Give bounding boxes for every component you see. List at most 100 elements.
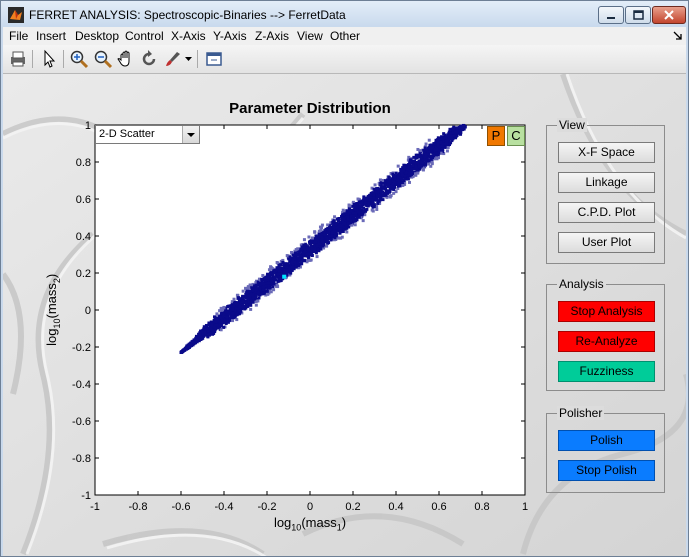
- scatter-point: [381, 181, 385, 185]
- scatter-point: [272, 271, 276, 275]
- chevron-down-icon[interactable]: [185, 57, 192, 62]
- scatter-point: [440, 144, 444, 148]
- scatter-point: [424, 153, 428, 157]
- xf-space-button[interactable]: X-F Space: [558, 142, 655, 163]
- fuzziness-button[interactable]: Fuzziness: [558, 361, 655, 382]
- close-button[interactable]: [652, 6, 686, 24]
- scatter-chart[interactable]: -1 -0.8 -0.6 -0.4 -0.2 0 0.2 0.4 0.6 0.8 1 -1 -0.8 -0…: [3, 74, 686, 556]
- scatter-point: [372, 193, 376, 197]
- stop-polish-button[interactable]: Stop Polish: [558, 460, 655, 481]
- scatter-point: [249, 293, 253, 297]
- scatter-point: [447, 137, 451, 141]
- scatter-point: [345, 222, 349, 226]
- scatter-point: [258, 283, 262, 287]
- scatter-point: [381, 185, 385, 189]
- scatter-point: [232, 297, 236, 301]
- scatter-point: [396, 174, 400, 178]
- re-analyze-button[interactable]: Re-Analyze: [558, 331, 655, 352]
- scatter-point: [436, 143, 440, 147]
- maximize-button[interactable]: [625, 6, 651, 24]
- scatter-point: [297, 257, 301, 261]
- linkage-button[interactable]: Linkage: [558, 172, 655, 193]
- dock-icon[interactable]: [204, 49, 224, 69]
- scatter-point: [406, 177, 410, 181]
- view-panel-title: View: [557, 118, 587, 132]
- scatter-point: [414, 170, 418, 174]
- scatter-point: [442, 145, 446, 149]
- scatter-point: [246, 297, 250, 301]
- scatter-point: [289, 271, 293, 275]
- scatter-point: [411, 174, 415, 178]
- scatter-point: [244, 292, 248, 296]
- pan-hand-icon[interactable]: [116, 49, 136, 69]
- scatter-point: [230, 302, 234, 306]
- scatter-point: [365, 196, 369, 200]
- menu-view[interactable]: View: [297, 29, 323, 43]
- user-plot-button[interactable]: User Plot: [558, 232, 655, 253]
- scatter-point: [202, 325, 206, 329]
- scatter-point: [241, 294, 245, 298]
- scatter-point: [307, 257, 311, 261]
- scatter-point: [302, 243, 306, 247]
- p-button[interactable]: P: [487, 126, 505, 146]
- cpd-plot-button[interactable]: C.P.D. Plot: [558, 202, 655, 223]
- menu-desktop[interactable]: Desktop: [75, 29, 120, 43]
- dropdown-arrow-button[interactable]: [182, 126, 199, 143]
- scatter-point: [310, 236, 314, 240]
- highlight-point[interactable]: [282, 274, 287, 279]
- scatter-point: [396, 184, 400, 188]
- minimize-button[interactable]: [598, 6, 624, 24]
- scatter-point: [441, 142, 445, 146]
- scatter-point: [267, 272, 271, 276]
- dock-arrow-icon[interactable]: [673, 31, 683, 41]
- menu-file[interactable]: File: [9, 29, 29, 43]
- scatter-point: [187, 345, 191, 349]
- menu-x-axis[interactable]: X-Axis: [171, 29, 206, 43]
- scatter-point: [294, 252, 298, 256]
- scatter-point: [248, 303, 252, 307]
- scatter-point: [289, 269, 293, 273]
- zoom-in-icon[interactable]: [69, 49, 89, 69]
- zoom-out-icon[interactable]: [93, 49, 113, 69]
- print-icon[interactable]: [8, 49, 28, 69]
- x-tick-label: 0.2: [345, 501, 360, 513]
- scatter-point: [254, 293, 258, 297]
- scatter-point: [285, 254, 289, 258]
- scatter-point: [445, 141, 449, 145]
- scatter-point: [423, 162, 427, 166]
- scatter-point: [422, 158, 426, 162]
- menu-bar: File Insert Desktop Control X-Axis Y-Axi…: [3, 27, 686, 45]
- scatter-point: [354, 213, 358, 217]
- pointer-icon[interactable]: [39, 49, 59, 69]
- scatter-point: [259, 289, 263, 293]
- scatter-point: [303, 250, 307, 254]
- c-button[interactable]: C: [507, 126, 525, 146]
- scatter-point: [207, 321, 211, 325]
- menu-control[interactable]: Control: [125, 29, 164, 43]
- stop-analysis-button[interactable]: Stop Analysis: [558, 301, 655, 322]
- menu-z-axis[interactable]: Z-Axis: [255, 29, 289, 43]
- rotate-icon[interactable]: [139, 49, 159, 69]
- scatter-point: [402, 169, 406, 173]
- scatter-point: [352, 219, 356, 223]
- scatter-point: [306, 252, 310, 256]
- scatter-point: [352, 217, 356, 221]
- scatter-point: [452, 125, 456, 129]
- scatter-point: [316, 248, 320, 252]
- scatter-point: [440, 147, 444, 151]
- menu-y-axis[interactable]: Y-Axis: [213, 29, 247, 43]
- brush-icon[interactable]: [163, 49, 183, 69]
- plot-type-select[interactable]: 2-D Scatter: [95, 125, 200, 144]
- scatter-point: [277, 277, 281, 281]
- scatter-point: [291, 256, 295, 260]
- scatter-point: [200, 330, 204, 334]
- scatter-point: [352, 202, 356, 206]
- scatter-point: [327, 234, 331, 238]
- x-tick-label: -0.6: [172, 501, 191, 513]
- scatter-point: [455, 126, 459, 130]
- menu-other[interactable]: Other: [330, 29, 361, 43]
- polish-button[interactable]: Polish: [558, 430, 655, 451]
- scatter-point: [395, 178, 399, 182]
- menu-insert[interactable]: Insert: [36, 29, 67, 43]
- scatter-point: [223, 320, 227, 324]
